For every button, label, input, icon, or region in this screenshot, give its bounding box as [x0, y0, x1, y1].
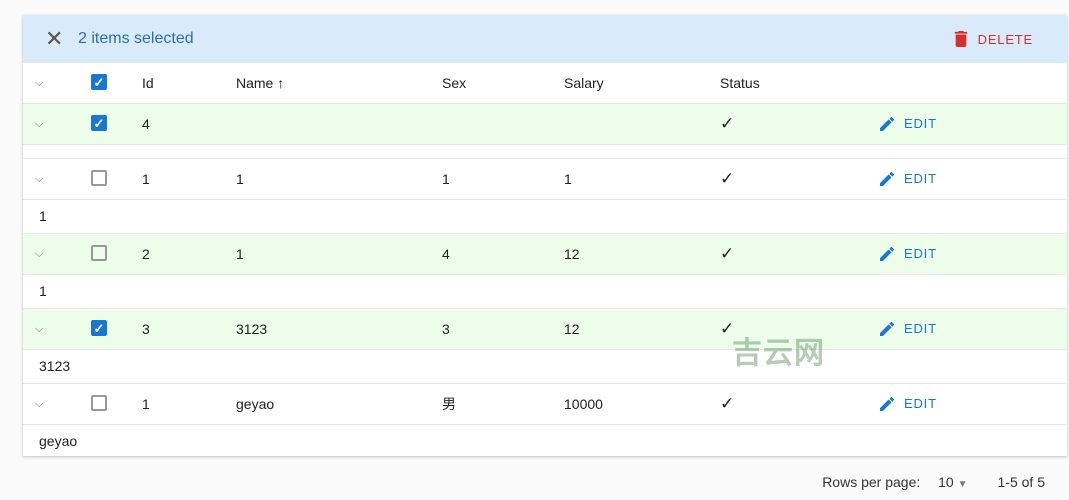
row-detail: 3123 — [23, 350, 1067, 384]
cell-name: 1 — [236, 246, 244, 262]
table-row[interactable]: ⌵ 1 1 1 1 ✓ EDIT — [23, 159, 1067, 200]
row-checkbox[interactable]: ✓ — [91, 320, 107, 336]
cell-sex: 男 — [442, 396, 456, 412]
check-icon: ✓ — [720, 169, 735, 188]
edit-button[interactable]: EDIT — [880, 159, 937, 199]
row-detail: 1 — [23, 275, 1067, 309]
pencil-icon — [880, 247, 894, 261]
data-table: ✕ 2 items selected DELETE ⌵ ✓ Id Name ↑ … — [23, 15, 1067, 458]
pagination: Rows per page: 10 ▼ 1-5 of 5 — [822, 474, 1045, 490]
column-header-salary[interactable]: Salary — [564, 75, 604, 91]
row-detail: geyao — [23, 425, 1067, 458]
edit-button[interactable]: EDIT — [880, 234, 937, 274]
cell-id: 1 — [142, 396, 150, 412]
expand-chevron-icon[interactable]: ⌵ — [35, 398, 44, 410]
cell-id: 2 — [142, 246, 150, 262]
select-all-checkbox[interactable]: ✓ — [91, 74, 107, 90]
sort-arrow-up-icon: ↑ — [277, 75, 285, 91]
selection-count: 2 items selected — [78, 30, 194, 47]
cell-name: 3123 — [236, 321, 268, 337]
cell-sex: 1 — [442, 171, 450, 187]
row-detail — [23, 145, 1067, 159]
cell-salary: 1 — [564, 171, 572, 187]
row-checkbox[interactable] — [91, 395, 107, 411]
cell-id: 3 — [142, 321, 150, 337]
cell-salary: 12 — [564, 321, 580, 337]
close-icon[interactable]: ✕ — [45, 26, 64, 51]
expand-chevron-icon[interactable]: ⌵ — [35, 248, 44, 260]
column-header-sex[interactable]: Sex — [442, 75, 467, 91]
rows-per-page-select[interactable]: 10 ▼ — [938, 474, 968, 490]
caret-down-icon: ▼ — [957, 479, 968, 490]
delete-button[interactable]: DELETE — [954, 31, 1033, 47]
expand-chevron-icon[interactable]: ⌵ — [35, 173, 44, 185]
page-range: 1-5 of 5 — [997, 474, 1045, 490]
cell-name: 1 — [236, 171, 244, 187]
pencil-icon — [880, 117, 894, 131]
row-checkbox[interactable]: ✓ — [91, 115, 107, 131]
row-detail: 1 — [23, 200, 1067, 234]
pencil-icon — [880, 322, 894, 336]
cell-salary: 12 — [564, 246, 580, 262]
table-row[interactable]: ⌵ ✓ 3 3123 3 12 ✓ EDIT — [23, 309, 1067, 350]
cell-sex: 4 — [442, 246, 450, 262]
table-row[interactable]: ⌵ 1 geyao 男 10000 ✓ EDIT — [23, 384, 1067, 425]
trash-icon — [954, 31, 967, 47]
column-header-id[interactable]: Id — [142, 75, 154, 91]
row-checkbox[interactable] — [91, 170, 107, 186]
selection-toolbar: ✕ 2 items selected DELETE — [23, 15, 1067, 63]
cell-id: 1 — [142, 171, 150, 187]
cell-id: 4 — [142, 116, 150, 132]
expand-chevron-icon[interactable]: ⌵ — [35, 118, 44, 130]
pencil-icon — [880, 397, 894, 411]
check-icon: ✓ — [720, 394, 735, 413]
cell-sex: 3 — [442, 321, 450, 337]
check-icon: ✓ — [720, 244, 735, 263]
edit-button[interactable]: EDIT — [880, 309, 937, 349]
cell-salary: 10000 — [564, 396, 603, 412]
column-header-name[interactable]: Name ↑ — [236, 75, 285, 91]
watermark: 吉云网 — [732, 337, 825, 370]
edit-button[interactable]: EDIT — [880, 104, 937, 144]
cell-name: geyao — [236, 396, 275, 412]
check-icon: ✓ — [720, 114, 735, 133]
table-row[interactable]: ⌵ 2 1 4 12 ✓ EDIT — [23, 234, 1067, 275]
table-row[interactable]: ⌵ ✓ 4 ✓ EDIT — [23, 104, 1067, 145]
pencil-icon — [880, 172, 894, 186]
row-checkbox[interactable] — [91, 245, 107, 261]
header-row: ⌵ ✓ Id Name ↑ Sex Salary Status — [23, 63, 1067, 104]
column-header-status[interactable]: Status — [720, 75, 760, 91]
chevron-down-icon[interactable]: ⌵ — [35, 77, 44, 89]
rows-per-page-label: Rows per page: — [822, 474, 921, 490]
expand-chevron-icon[interactable]: ⌵ — [35, 323, 44, 335]
check-icon: ✓ — [720, 319, 735, 338]
edit-button[interactable]: EDIT — [880, 384, 937, 424]
